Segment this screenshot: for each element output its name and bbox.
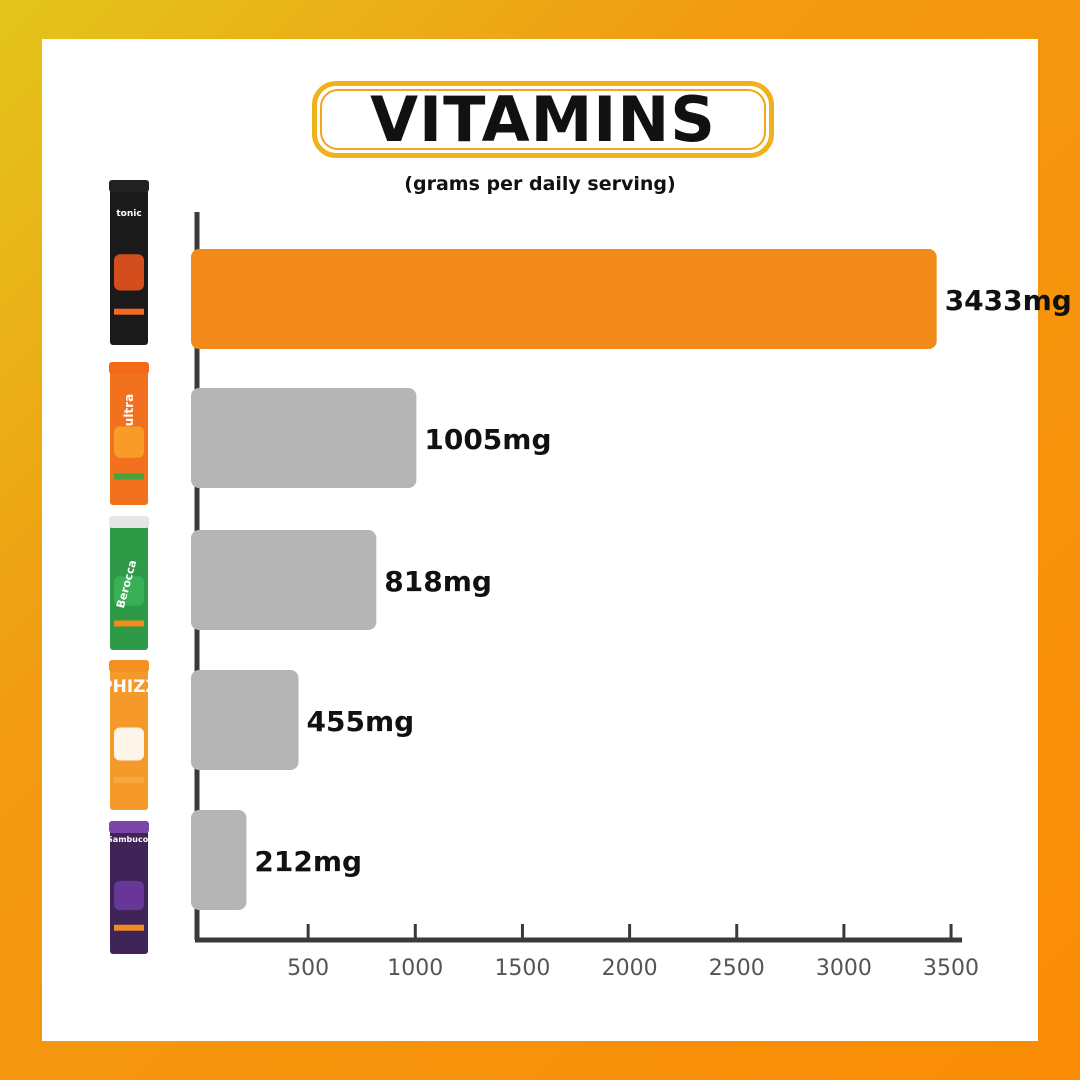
phizz-tube-icon: [109, 660, 149, 810]
x-tick-label-1: 1000: [387, 956, 443, 981]
x-tick-label-0: 500: [287, 956, 329, 981]
data-label-0: 3433mg: [945, 284, 1072, 317]
data-label-3: 455mg: [307, 705, 415, 738]
bar-1: [191, 388, 417, 488]
data-label-4: 212mg: [254, 845, 362, 878]
x-tick-label-2: 1500: [494, 956, 550, 981]
tube-brand-label-3: PHIZZ: [100, 677, 158, 697]
chart-title: VITAMINS: [370, 82, 716, 156]
bar-4: [191, 810, 247, 910]
tonic-daily-immunity-tube-icon: [109, 180, 149, 345]
berocca-energy-tube-icon: [109, 516, 149, 650]
x-tick-label-3: 2000: [602, 956, 658, 981]
tube-brand-label-0: tonic: [116, 209, 141, 219]
x-tick-label-4: 2500: [709, 956, 765, 981]
bar-3: [191, 670, 299, 770]
title-frame: VITAMINS: [312, 81, 774, 158]
bar-0: [191, 249, 937, 349]
ultra-vitamin-c-tube-icon: [109, 362, 149, 505]
data-label-2: 818mg: [384, 565, 492, 598]
chart-subtitle: (grams per daily serving): [404, 173, 676, 195]
tube-brand-label-4: Sambucol: [107, 835, 151, 844]
bar-2: [191, 530, 377, 630]
data-label-1: 1005mg: [424, 423, 551, 456]
x-tick-label-5: 3000: [816, 956, 872, 981]
x-tick-label-6: 3500: [923, 956, 979, 981]
sambucol-immune-support-tube-icon: [109, 821, 149, 954]
tube-brand-label-1: ultra: [122, 394, 136, 426]
